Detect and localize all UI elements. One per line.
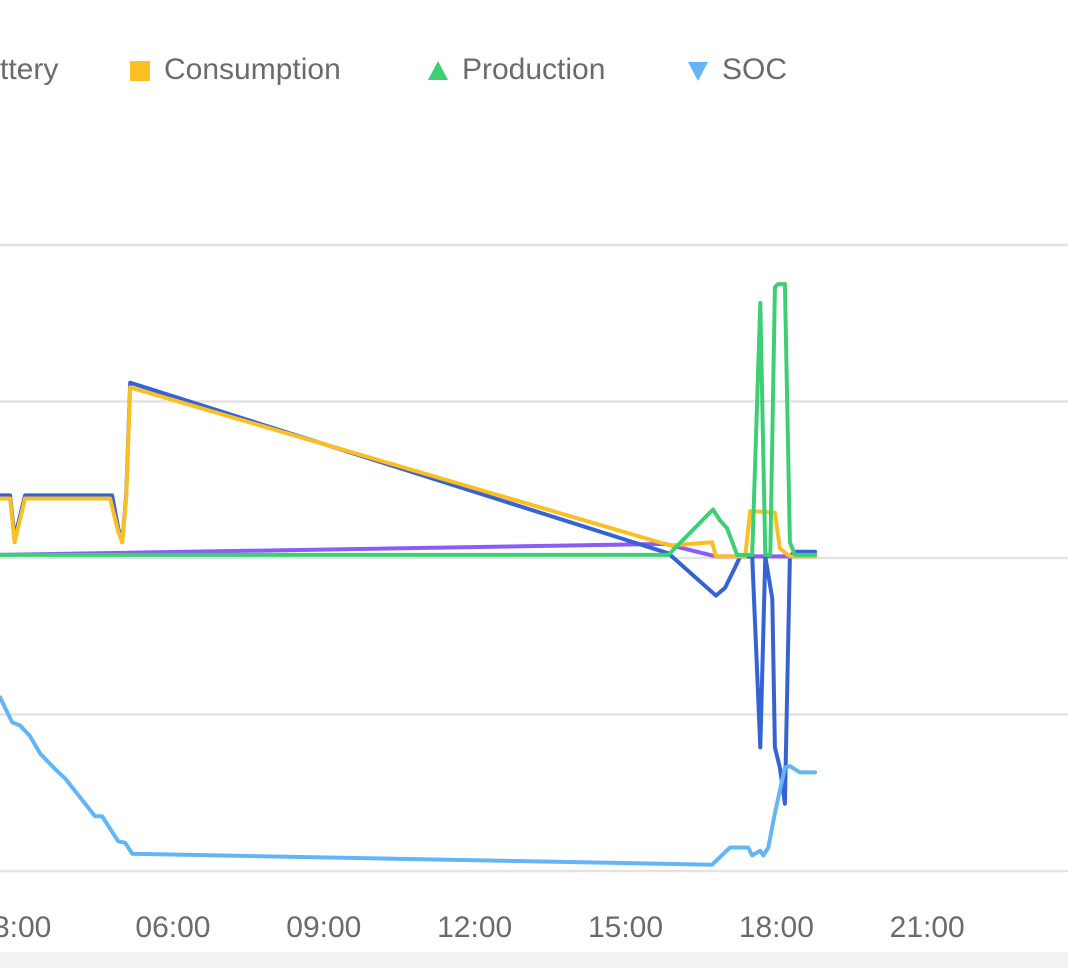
x-tick-label: 09:00 <box>286 911 361 944</box>
legend-label: ttery <box>0 53 58 86</box>
series-line <box>0 385 818 559</box>
legend-label: Consumption <box>164 53 341 86</box>
legend-marker <box>428 61 448 80</box>
x-tick-label: 3:00 <box>0 911 51 944</box>
series-line <box>0 695 818 867</box>
x-tick-label: 06:00 <box>135 911 210 944</box>
bottom-band <box>0 952 1068 968</box>
legend-label: Production <box>462 53 605 86</box>
series-line <box>0 282 818 557</box>
series-line <box>0 380 818 806</box>
x-tick-label: 12:00 <box>437 911 512 944</box>
legend-label: SOC <box>722 53 787 86</box>
x-tick-label: 15:00 <box>588 911 663 944</box>
x-tick-label: 18:00 <box>739 911 814 944</box>
legend-marker <box>130 61 150 81</box>
x-tick-label: 21:00 <box>890 911 965 944</box>
legend-marker <box>688 62 708 81</box>
